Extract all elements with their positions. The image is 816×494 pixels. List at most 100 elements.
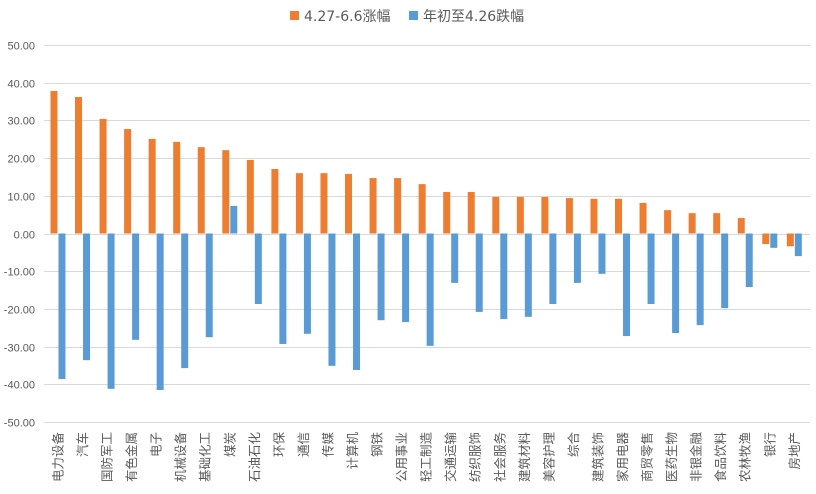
x-tick-label: 基础化工: [198, 432, 213, 482]
bar-decline-7: [230, 205, 238, 234]
y-tick-label: -40.00: [4, 380, 35, 392]
bar-decline-15: [426, 233, 434, 346]
bar-decline-22: [598, 233, 606, 274]
x-tick-label: 交通运输: [443, 432, 458, 483]
bar-gain-12: [345, 173, 353, 234]
bar-gain-26: [688, 213, 696, 234]
bar-decline-9: [279, 233, 287, 344]
x-tick-label: 农林牧渔: [738, 432, 753, 482]
x-tick-label: 传媒: [320, 432, 335, 458]
x-tick-label: 电子: [149, 432, 164, 457]
bar-gain-5: [173, 141, 181, 234]
bar-gain-23: [615, 198, 623, 234]
x-tick-label: 食品饮料: [713, 432, 728, 483]
bar-decline-27: [721, 233, 729, 309]
x-tick-label: 通信: [296, 432, 311, 457]
bar-decline-4: [156, 233, 164, 390]
bar-gain-4: [148, 138, 156, 234]
bar-decline-23: [623, 233, 631, 337]
x-tick-label: 环保: [271, 432, 286, 458]
bar-decline-24: [647, 233, 655, 304]
y-tick-label: 10.00: [7, 192, 35, 204]
bar-gain-2: [99, 118, 107, 234]
bar-decline-13: [377, 233, 385, 321]
y-tick-label: -50.00: [4, 418, 35, 430]
bar-gain-30: [786, 233, 794, 247]
bar-decline-12: [353, 233, 361, 370]
x-tick-label: 公用事业: [394, 432, 409, 482]
x-tick-label: 建筑装饰: [590, 432, 605, 482]
bar-decline-29: [770, 233, 778, 248]
bar-gain-28: [737, 218, 745, 234]
bar-gain-29: [762, 233, 770, 245]
y-tick-label: -10.00: [4, 267, 35, 279]
bar-decline-8: [254, 233, 262, 304]
x-tick-label: 煤炭: [222, 432, 237, 457]
bar-decline-21: [573, 233, 581, 283]
bar-decline-5: [181, 233, 189, 369]
x-tick-label: 轻工制造: [419, 432, 434, 483]
bar-decline-11: [328, 233, 336, 366]
bar-decline-14: [402, 233, 410, 323]
x-tick-label: 房地产: [787, 432, 802, 470]
legend-swatch-gain: [290, 11, 299, 20]
bar-gain-11: [320, 173, 328, 234]
bar-gain-1: [75, 97, 83, 234]
bar-gain-18: [492, 196, 500, 234]
y-axis-labels: 50.00 40.00 30.00 20.00 10.00 0.00 -10.00 -20.0…: [4, 41, 35, 430]
x-tick-label: 美容护理: [541, 432, 556, 483]
x-tick-label: 综合: [566, 432, 581, 458]
legend-swatch-decline: [409, 11, 418, 20]
x-axis-labels: 电力设备 汽车 国防军工 有色金属 电子 机械设备 基础化工 煤炭 石油石化 环保 通信 传媒 计算机钢…: [50, 432, 801, 483]
x-tick-label: 商贸零售: [640, 432, 655, 482]
bars: [50, 90, 802, 390]
y-tick-label: 30.00: [7, 116, 35, 128]
bar-gain-16: [443, 192, 451, 234]
bar-decline-26: [696, 233, 704, 326]
bar-decline-3: [132, 233, 140, 340]
y-tick-label: -20.00: [4, 305, 35, 317]
bar-gain-21: [565, 198, 573, 234]
x-tick-label: 纺织服饰: [468, 432, 483, 482]
bar-decline-6: [205, 233, 213, 338]
bar-gain-27: [713, 213, 721, 234]
bar-decline-10: [303, 233, 311, 334]
bar-gain-20: [541, 196, 549, 234]
x-tick-label: 石油石化: [247, 432, 262, 483]
x-tick-label: 计算机: [345, 432, 360, 470]
x-tick-label: 建筑材料: [517, 432, 532, 483]
y-tick-label: -30.00: [4, 343, 35, 355]
bar-decline-25: [672, 233, 680, 334]
x-tick-label: 有色金属: [124, 432, 139, 482]
bar-gain-13: [369, 178, 377, 234]
bar-gain-0: [50, 90, 58, 234]
bar-gain-19: [516, 196, 524, 234]
x-tick-label: 电力设备: [50, 432, 65, 483]
bar-gain-8: [246, 159, 254, 234]
x-tick-label: 汽车: [75, 432, 90, 457]
y-tick-label: 50.00: [7, 41, 35, 53]
x-tick-label: 钢铁: [370, 432, 385, 458]
bar-gain-24: [639, 202, 647, 234]
bar-gain-6: [197, 147, 205, 234]
bar-decline-17: [475, 233, 483, 312]
legend-label-decline: 年初至4.26跌幅: [423, 8, 524, 25]
x-tick-label: 机械设备: [173, 432, 188, 483]
x-tick-label: 国防军工: [100, 432, 115, 482]
bar-gain-15: [418, 184, 426, 234]
bar-decline-19: [524, 233, 532, 317]
x-tick-label: 医药生物: [664, 432, 679, 482]
bar-gain-17: [467, 192, 475, 234]
bar-decline-30: [794, 233, 802, 257]
bar-gain-14: [394, 178, 402, 234]
bar-decline-16: [451, 233, 459, 283]
bar-gain-7: [222, 150, 230, 234]
bar-gain-25: [664, 210, 672, 234]
y-tick-label: 0.00: [14, 230, 35, 242]
bar-decline-20: [549, 233, 557, 304]
y-tick-label: 20.00: [7, 154, 35, 166]
bar-decline-0: [58, 233, 66, 380]
bar-gain-9: [271, 169, 279, 234]
x-tick-label: 社会服务: [492, 432, 507, 482]
